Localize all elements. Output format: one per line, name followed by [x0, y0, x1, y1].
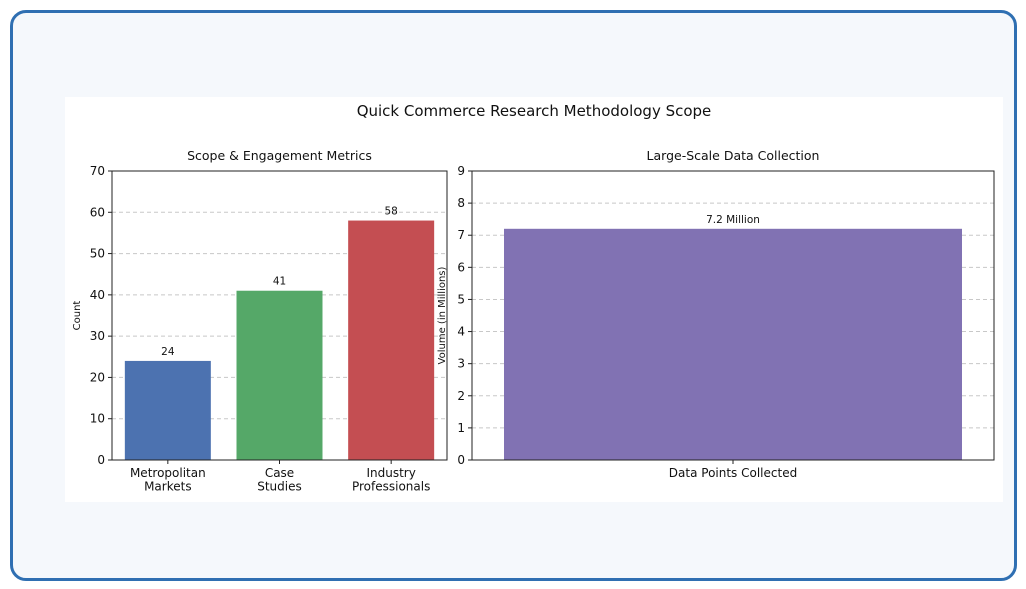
- plot-frame-0: [111, 170, 448, 461]
- figure: Quick Commerce Research Methodology Scop…: [65, 97, 1003, 502]
- y-tick-label: 40: [90, 288, 105, 302]
- x-tick-label: Industry: [366, 466, 415, 480]
- bar-value-label: 41: [273, 276, 286, 288]
- plot-frame-1: [471, 170, 995, 461]
- y-tick-label: 1: [457, 421, 465, 435]
- bar-value-label: 24: [161, 346, 175, 358]
- y-tick-label: 0: [457, 453, 465, 467]
- y-tick-label: 70: [90, 164, 105, 178]
- outer-frame: Quick Commerce Research Methodology Scop…: [10, 10, 1017, 581]
- bar-0-2: [348, 220, 435, 460]
- y-tick-label: 10: [90, 412, 105, 426]
- bar-0-1: [236, 290, 323, 460]
- y-tick-label: 30: [90, 329, 105, 343]
- y-axis-label: Volume (in Millions): [437, 266, 448, 364]
- x-tick-label: Metropolitan: [130, 466, 206, 480]
- y-tick-label: 7: [457, 228, 465, 242]
- x-tick-label: Data Points Collected: [669, 466, 797, 480]
- y-tick-label: 0: [97, 453, 105, 467]
- charts-svg: Scope & Engagement Metrics01020304050607…: [72, 148, 995, 494]
- subplot-title-0: Scope & Engagement Metrics: [187, 148, 372, 163]
- y-tick-label: 2: [457, 389, 465, 403]
- bar-1-0: [504, 228, 962, 460]
- y-tick-label: 50: [90, 247, 105, 261]
- y-tick-label: 5: [457, 292, 465, 306]
- bar-0-0: [124, 360, 211, 460]
- figure-title: Quick Commerce Research Methodology Scop…: [356, 102, 712, 120]
- x-tick-label: Professionals: [352, 480, 430, 494]
- y-tick-label: 6: [457, 260, 465, 274]
- x-tick-label: Case: [265, 466, 294, 480]
- y-tick-label: 9: [457, 164, 465, 178]
- subplot-title-1: Large-Scale Data Collection: [647, 148, 820, 163]
- y-tick-label: 60: [90, 205, 105, 219]
- x-tick-label: Studies: [257, 480, 302, 494]
- bar-value-label: 7.2 Million: [706, 214, 760, 226]
- y-tick-label: 8: [457, 196, 465, 210]
- bar-value-label: 58: [384, 206, 397, 218]
- x-tick-label: Markets: [144, 480, 192, 494]
- y-tick-label: 20: [90, 370, 105, 384]
- y-tick-label: 4: [457, 325, 465, 339]
- y-tick-label: 3: [457, 357, 465, 371]
- y-axis-label: Count: [72, 301, 83, 331]
